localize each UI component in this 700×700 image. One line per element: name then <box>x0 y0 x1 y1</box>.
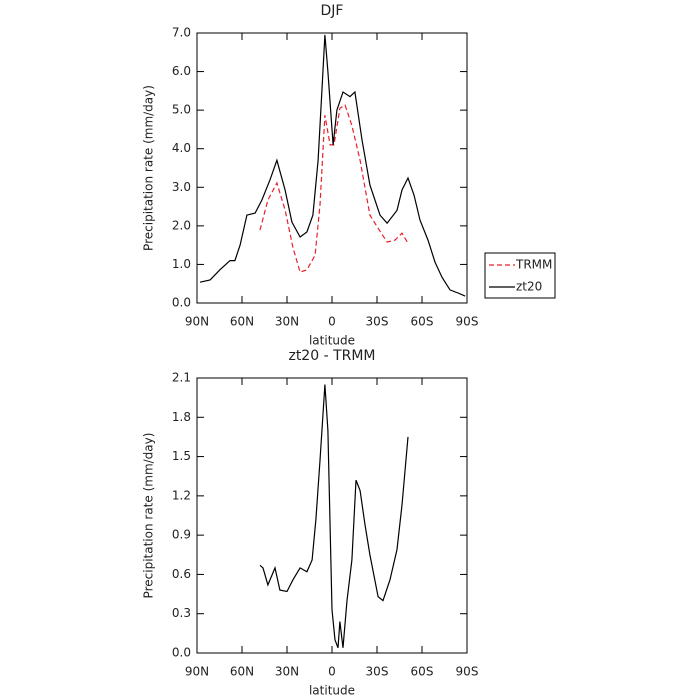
y-tick-label: 1.0 <box>172 257 191 271</box>
y-tick-label: 1.5 <box>172 449 191 463</box>
x-tick-label: 60N <box>230 315 254 329</box>
y-axis-label: Precipitation rate (mm/day) <box>142 433 156 599</box>
plot-frame <box>196 32 468 304</box>
y-tick-label: 1.8 <box>172 410 191 424</box>
x-tick-label: 0 <box>328 315 336 329</box>
x-axis-label: latitude <box>309 334 355 348</box>
y-tick-label: 2.1 <box>172 371 191 385</box>
x-tick-label: 60S <box>411 665 434 679</box>
y-tick-label: 7.0 <box>172 26 191 40</box>
y-tick-label: 3.0 <box>172 180 191 194</box>
legend-label: TRMM <box>515 258 552 272</box>
y-tick-label: 0.6 <box>172 567 191 581</box>
x-tick-label: 60S <box>411 315 434 329</box>
x-tick-label: 30S <box>366 315 389 329</box>
x-axis-label: latitude <box>309 684 355 698</box>
y-tick-label: 0.0 <box>172 646 191 660</box>
x-tick-label: 90S <box>456 315 479 329</box>
y-tick-label: 4.0 <box>172 141 191 155</box>
y-axis-label: Precipitation rate (mm/day) <box>142 85 156 251</box>
x-tick-label: 30N <box>275 665 299 679</box>
x-tick-label: 90S <box>456 665 479 679</box>
chart-title: zt20 - TRMM <box>288 348 375 364</box>
y-tick-label: 0.9 <box>172 528 191 542</box>
series-line <box>259 384 409 649</box>
y-tick-label: 2.0 <box>172 218 191 232</box>
series-line <box>259 104 409 273</box>
y-tick-label: 1.2 <box>172 488 191 502</box>
y-tick-label: 0.0 <box>172 296 191 310</box>
x-tick-label: 30N <box>275 315 299 329</box>
x-tick-label: 60N <box>230 665 254 679</box>
x-tick-label: 90N <box>185 315 209 329</box>
x-tick-label: 90N <box>185 665 209 679</box>
legend-box <box>484 252 556 299</box>
y-tick-label: 6.0 <box>172 64 191 78</box>
x-tick-label: 30S <box>366 665 389 679</box>
x-tick-label: 0 <box>328 665 336 679</box>
series-line <box>199 34 466 297</box>
y-tick-label: 5.0 <box>172 103 191 117</box>
chart-title: DJF <box>321 3 344 19</box>
legend-label: zt20 <box>516 280 542 294</box>
y-tick-label: 0.3 <box>172 606 191 620</box>
